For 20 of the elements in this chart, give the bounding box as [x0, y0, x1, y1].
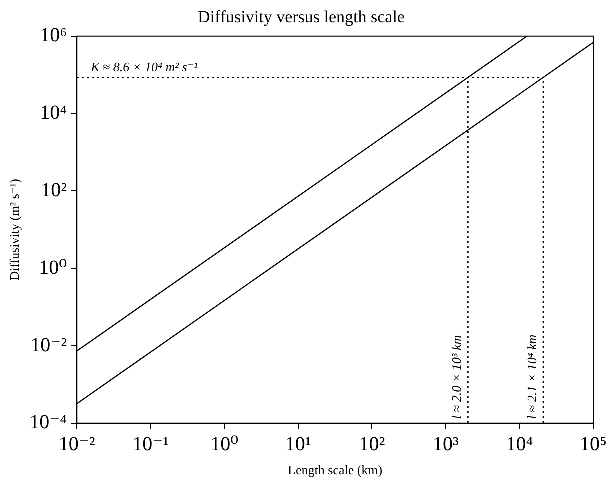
- y-tick-label: 10⁴: [40, 102, 68, 124]
- ref-line-label: l ≈ 2.0 × 10³ km: [449, 335, 464, 420]
- y-tick-label: 10⁰: [39, 256, 68, 279]
- x-tick-label: 10³: [432, 434, 459, 456]
- x-tick-label: 10⁻¹: [132, 434, 170, 456]
- chart-title: Diffusivity versus length scale: [198, 8, 405, 27]
- ref-line-label: l ≈ 2.1 × 10⁴ km: [524, 334, 540, 420]
- x-tick-label: 10¹: [285, 434, 312, 456]
- y-tick-label: 10⁻²: [30, 334, 68, 356]
- ref-line-label: K ≈ 8.6 × 10⁴ m² s⁻¹: [90, 60, 198, 75]
- x-axis-title: Length scale (km): [288, 462, 383, 478]
- x-tick-label: 10⁵: [580, 434, 608, 456]
- y-tick-label: 10⁶: [40, 24, 68, 47]
- x-tick-label: 10⁴: [506, 434, 534, 456]
- x-tick-label: 10²: [359, 434, 386, 456]
- x-tick-label: 10⁰: [210, 434, 239, 456]
- y-tick-label: 10²: [41, 179, 68, 202]
- x-tick-label: 10⁻²: [58, 434, 96, 456]
- y-tick-label: 10⁻⁴: [30, 412, 68, 434]
- y-axis-title: Diffusivity (m² s⁻¹): [7, 178, 22, 281]
